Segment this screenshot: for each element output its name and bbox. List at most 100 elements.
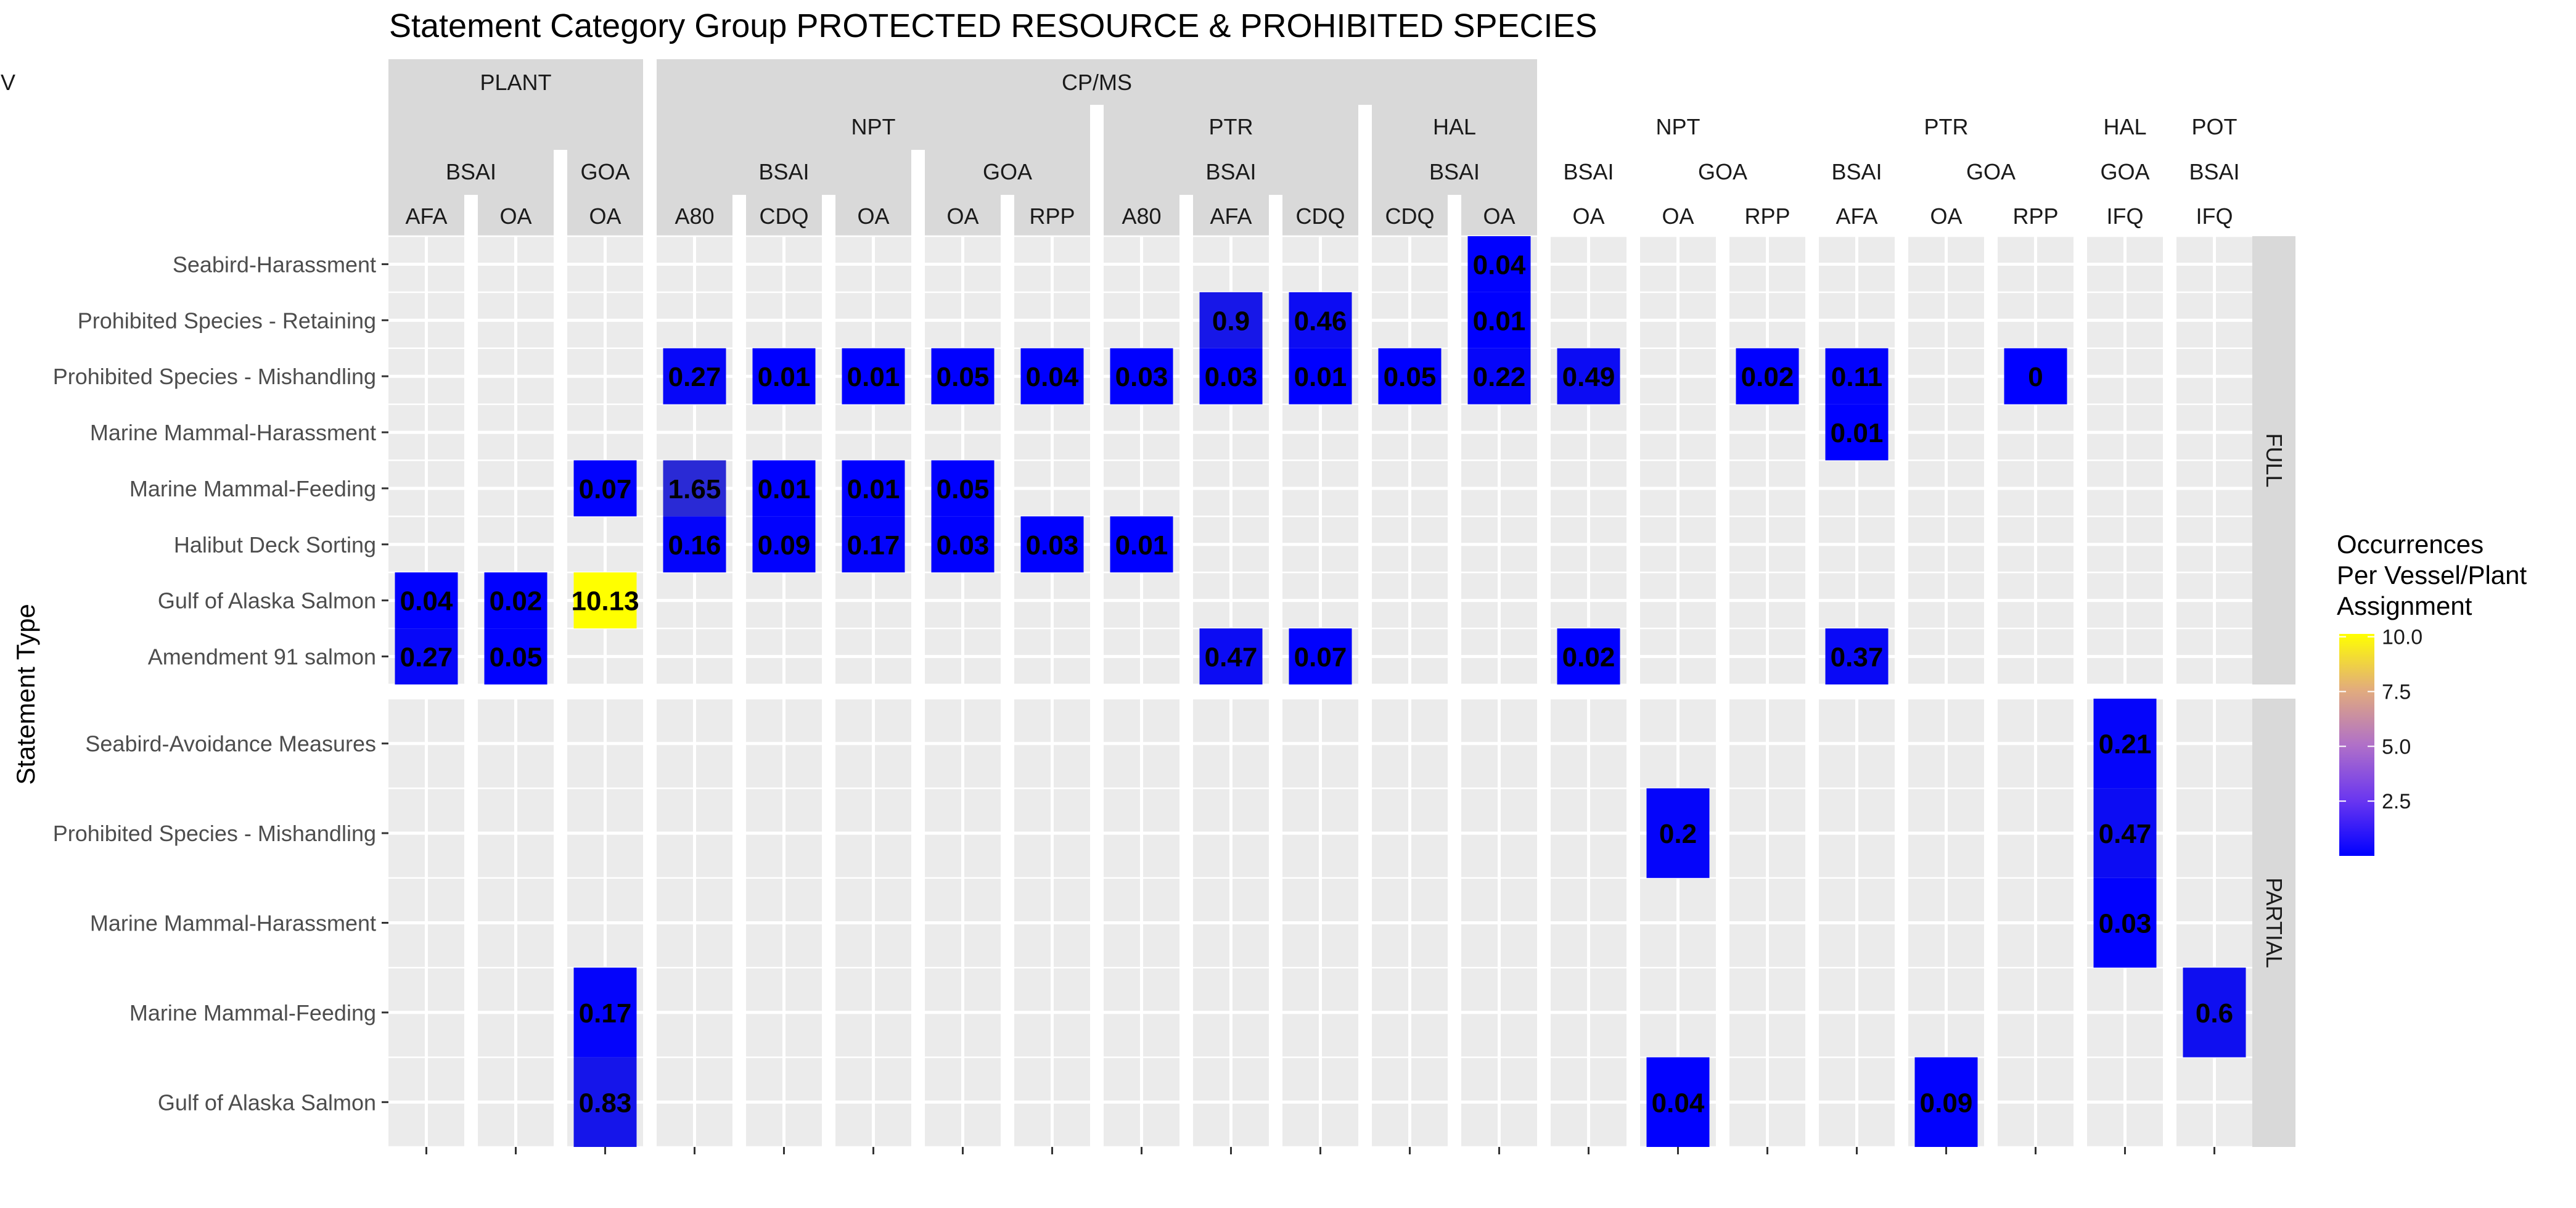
facet-panel [1998,697,2074,1148]
heatmap-cell: 0.04 [1646,1057,1710,1147]
facet-panel [478,697,554,1148]
strip-sector-bg [388,59,643,236]
heatmap-tile [1199,292,1263,348]
cell-value-label: 0.03 [1115,362,1168,392]
strip-coverage-bg [2252,699,2295,1147]
heatmap-cell: 0.01 [842,460,905,517]
heatmap-cell: 0 [2004,348,2067,405]
heatmap-cell: 0.83 [573,1057,637,1147]
cell-value-label: 0.05 [937,474,990,504]
strip-coverage-bg [2252,236,2295,684]
heatmap-tile [573,572,637,629]
heatmap-cell: 0.46 [1289,292,1352,348]
heatmap-cell: 0.02 [1557,628,1620,684]
heatmap-tile [1467,348,1531,405]
cell-value-label: 0.02 [490,586,543,617]
cell-value-label: 0.46 [1294,306,1347,336]
heatmap-cell: 0.04 [1020,348,1084,405]
strip-divider [1984,195,1998,236]
color-legend: Occurrences Per Vessel/Plant Assignment … [2337,530,2527,856]
heatmap-cell: 0.04 [395,572,458,629]
cell-value-label: 0.03 [1205,362,1258,392]
strip-divider [554,195,567,236]
cell-value-label: 0.47 [2099,819,2152,849]
heatmap-cell: 0.11 [1825,348,1889,405]
strip-divider [2074,195,2087,236]
strip-fmp-label: BSAI [1563,159,1614,184]
heatmap-cell: 0.6 [2183,968,2246,1058]
heatmap-cell: 0.2 [1646,788,1710,878]
strip-program-label: RPP [1744,203,1790,229]
strip-fmp-label: GOA [580,159,630,184]
legend-tick-label: 5.0 [2382,735,2411,758]
facet-panel [746,697,822,1148]
facet-panel [1908,235,1984,686]
strip-program-label: OA [946,203,978,229]
strip-divider [911,195,925,236]
cell-value-label: 0.05 [490,643,543,673]
heatmap-tile [1825,348,1889,405]
legend-colorbar [2339,634,2374,856]
strip-divider [1269,195,1282,236]
facet-panel [1193,697,1269,1148]
y-tick-label: Seabird-Harassment [173,252,376,277]
strip-divider [464,195,478,236]
facet-panel [2087,235,2163,686]
heatmap-tile [2093,877,2157,968]
heatmap-tile [842,516,905,573]
strip-divider [1895,195,1908,236]
heatmap-tile [2093,788,2157,878]
strip-coverage-label: PARTIAL [2262,877,2287,968]
cell-value-label: 0.37 [1831,643,1884,673]
strip-program-label: OA [1483,203,1515,229]
heatmap-cell: 0.01 [1289,348,1352,405]
heatmap-tile [2183,968,2246,1058]
cell-value-label: 10.13 [571,586,639,617]
cell-value-label: 0.01 [1473,306,1526,336]
heatmap-cell: 0.09 [752,516,816,573]
strip-fmp-label: BSAI [1831,159,1882,184]
heatmap-cell: 10.13 [571,572,639,629]
cell-value-label: 0.16 [668,530,721,561]
cell-value-label: 1.65 [668,474,721,504]
heatmap-cell: 0.16 [663,516,726,573]
strip-program-label: CDQ [1296,203,1345,229]
heatmap-tile [2093,699,2157,789]
strip-fmp-label: BSAI [1429,159,1480,184]
heatmap-tile [395,572,458,629]
heatmap-cell: 0.07 [573,460,637,517]
y-tick-label: Marine Mammal-Harassment [90,420,376,445]
heatmap-tile [663,460,726,517]
y-tick-label: Gulf of Alaska Salmon [158,1090,376,1115]
heatmap-tile [1020,516,1084,573]
chart-title: Statement Category Group PROTECTED RESOU… [389,7,1598,44]
facet-strips: PLANT CP/MS CV NPT PTR HAL NPT PTR HAL POT BSAI GOA… [0,59,2295,1147]
legend-tick-label: 2.5 [2382,790,2411,813]
heatmap-cell: 0.47 [1199,628,1263,684]
heatmap-tile [752,516,816,573]
strip-sector-label: PLANT [480,70,551,95]
cell-value-label: 0.02 [1741,362,1794,392]
heatmap-tile [395,628,458,684]
facet-panel [388,697,464,1148]
heatmap-cell: 0.05 [931,348,995,405]
heatmap-tile [1110,348,1173,405]
cell-value-label: 0.01 [1115,530,1168,561]
heatmap-tile [2004,348,2067,405]
strip-fmp-label: GOA [1966,159,2016,184]
strip-gear-label: HAL [1433,114,1476,139]
strip-program-label: A80 [675,203,714,229]
strip-program-label: OA [857,203,889,229]
y-axis: Seabird-Harassment Prohibited Species - R… [53,252,2215,1154]
facet-panel [925,697,1001,1148]
legend-tick-label: 7.5 [2382,680,2411,704]
heatmap-tile [484,628,548,684]
strip-fmp-label: GOA [983,159,1032,184]
facet-panel [1014,235,1090,686]
heatmap-tile [1646,1057,1710,1147]
heatmap-tile [663,516,726,573]
cell-value-label: 0.04 [1473,250,1526,280]
heatmap-cell: 0.04 [1467,236,1531,292]
y-tick-label: Prohibited Species - Retaining [78,308,376,333]
